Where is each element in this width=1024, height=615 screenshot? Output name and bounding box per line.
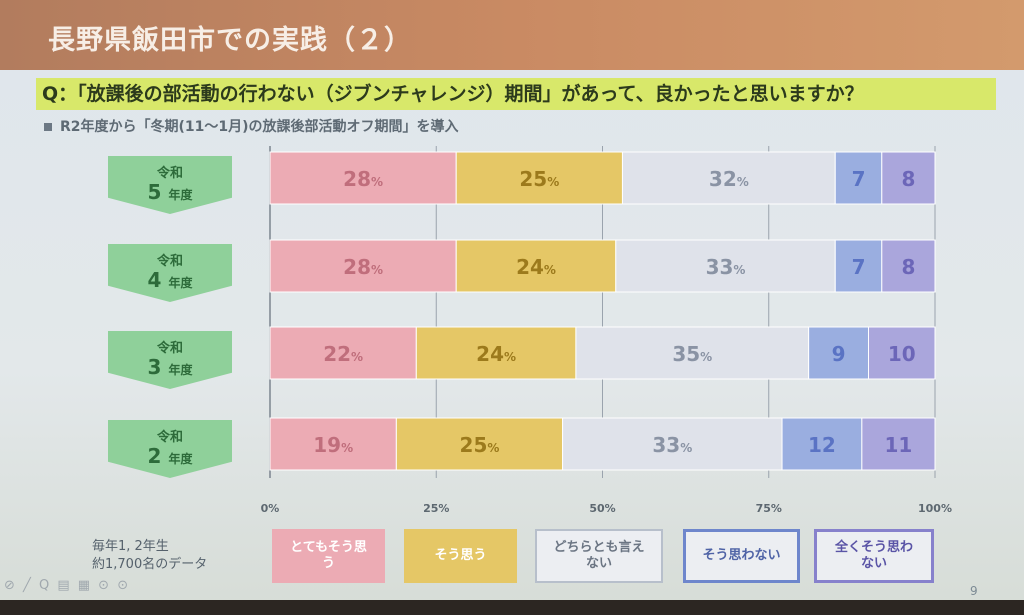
- legend-item: そう思わない: [683, 529, 800, 583]
- year-unit: 年度: [168, 188, 193, 202]
- x-tick-label: 100%: [918, 502, 952, 515]
- era-name: 令和: [156, 430, 183, 445]
- bar-segment: [455, 151, 623, 205]
- legend-label: とてもそう思う: [290, 540, 367, 572]
- page-number: 9: [970, 584, 978, 598]
- bullet-square-icon: [44, 123, 52, 131]
- bottom-edge: [0, 600, 1024, 615]
- data-label: 7: [852, 167, 866, 191]
- footnote-line-1: 毎年1, 2年生: [92, 539, 169, 554]
- title-bar: [0, 0, 1024, 70]
- year-number: 5 年度: [147, 180, 193, 204]
- era-name: 令和: [156, 254, 183, 269]
- era-name: 令和: [156, 166, 183, 181]
- legend-label: そう思わない: [702, 548, 780, 564]
- year-label: 令和 4 年度: [108, 244, 232, 302]
- footnote-line-2: 約1,700名のデータ: [92, 557, 208, 572]
- footnote: 毎年1, 2年生 約1,700名のデータ: [92, 538, 207, 574]
- slide-title: 長野県飯田市での実践（２）: [48, 25, 412, 56]
- bar-segment: [834, 239, 883, 293]
- bar-segment: [269, 326, 417, 380]
- data-label: 9: [832, 342, 846, 366]
- bar-segment: [621, 151, 836, 205]
- x-tick-label: 75%: [756, 502, 782, 515]
- year-label: 令和 2 年度: [108, 420, 232, 478]
- bar-segment: [861, 417, 936, 471]
- bar-segment: [269, 151, 457, 205]
- legend-label-line: ない: [860, 556, 887, 571]
- note-text: R2年度から「冬期(11～1月)の放課後部活動オフ期間」を導入: [60, 119, 459, 135]
- year-unit: 年度: [168, 276, 193, 290]
- bar-segment: [834, 151, 883, 205]
- year-label: 令和 5 年度: [108, 156, 232, 214]
- legend-label-line: そう思う: [434, 548, 487, 563]
- legend-item: そう思う: [404, 529, 517, 583]
- data-label: 8: [901, 167, 915, 191]
- data-label: 24%: [516, 255, 556, 279]
- note-line: R2年度から「冬期(11～1月)の放課後部活動オフ期間」を導入: [44, 116, 459, 136]
- x-tick-label: 0%: [261, 502, 280, 515]
- legend-item: とてもそう思う: [272, 529, 385, 583]
- presentation-toolbar[interactable]: ⊘ ╱ Q ▤ ▦ ⊙ ⊙: [4, 578, 131, 593]
- bar-segment: [881, 239, 936, 293]
- bar-segment: [868, 326, 936, 380]
- bar-segment: [269, 239, 457, 293]
- data-label: 19%: [313, 433, 353, 457]
- bar-segment: [455, 239, 617, 293]
- bar-segment: [881, 151, 936, 205]
- data-label: 7: [852, 255, 866, 279]
- data-label: 11: [885, 433, 913, 457]
- legend-item: 全くそう思わ ない: [814, 529, 934, 583]
- legend-label-line: ない: [585, 556, 612, 571]
- year-number: 2 年度: [147, 444, 193, 468]
- era-name: 令和: [156, 341, 183, 356]
- data-label: 12: [808, 433, 836, 457]
- legend-item: どちらとも言え ない: [535, 529, 663, 583]
- bar-segment: [269, 417, 397, 471]
- x-tick-label: 25%: [423, 502, 449, 515]
- data-label: 8: [901, 255, 915, 279]
- question-banner: Q：「放課後の部活動の行わない（ジブンチャレンジ）期間」があって、良かったと思い…: [36, 78, 996, 110]
- x-tick-label: 50%: [589, 502, 615, 515]
- year-unit: 年度: [168, 452, 193, 466]
- legend-label-line: う: [321, 556, 335, 571]
- year-number: 3 年度: [147, 355, 193, 379]
- legend-label-line: どちらとも言え: [553, 540, 645, 555]
- year-label: 令和 3 年度: [108, 331, 232, 389]
- legend-label: そう思う: [434, 548, 486, 564]
- bar-segment: [415, 326, 577, 380]
- data-label: 35%: [672, 342, 712, 366]
- bar-segment: [781, 417, 863, 471]
- legend-label-line: とてもそう思: [290, 540, 367, 555]
- bar-segment: [395, 417, 564, 471]
- data-label: 10: [888, 342, 916, 366]
- legend-label-line: 全くそう思わ: [834, 540, 913, 555]
- year-unit: 年度: [168, 363, 193, 377]
- legend-label: 全くそう思わ ない: [835, 540, 913, 572]
- legend-label-line: そう思わない: [702, 548, 781, 563]
- year-number: 4 年度: [147, 268, 193, 292]
- bar-segment: [562, 417, 783, 471]
- legend-label: どちらとも言え ない: [553, 540, 644, 572]
- bar-segment: [615, 239, 836, 293]
